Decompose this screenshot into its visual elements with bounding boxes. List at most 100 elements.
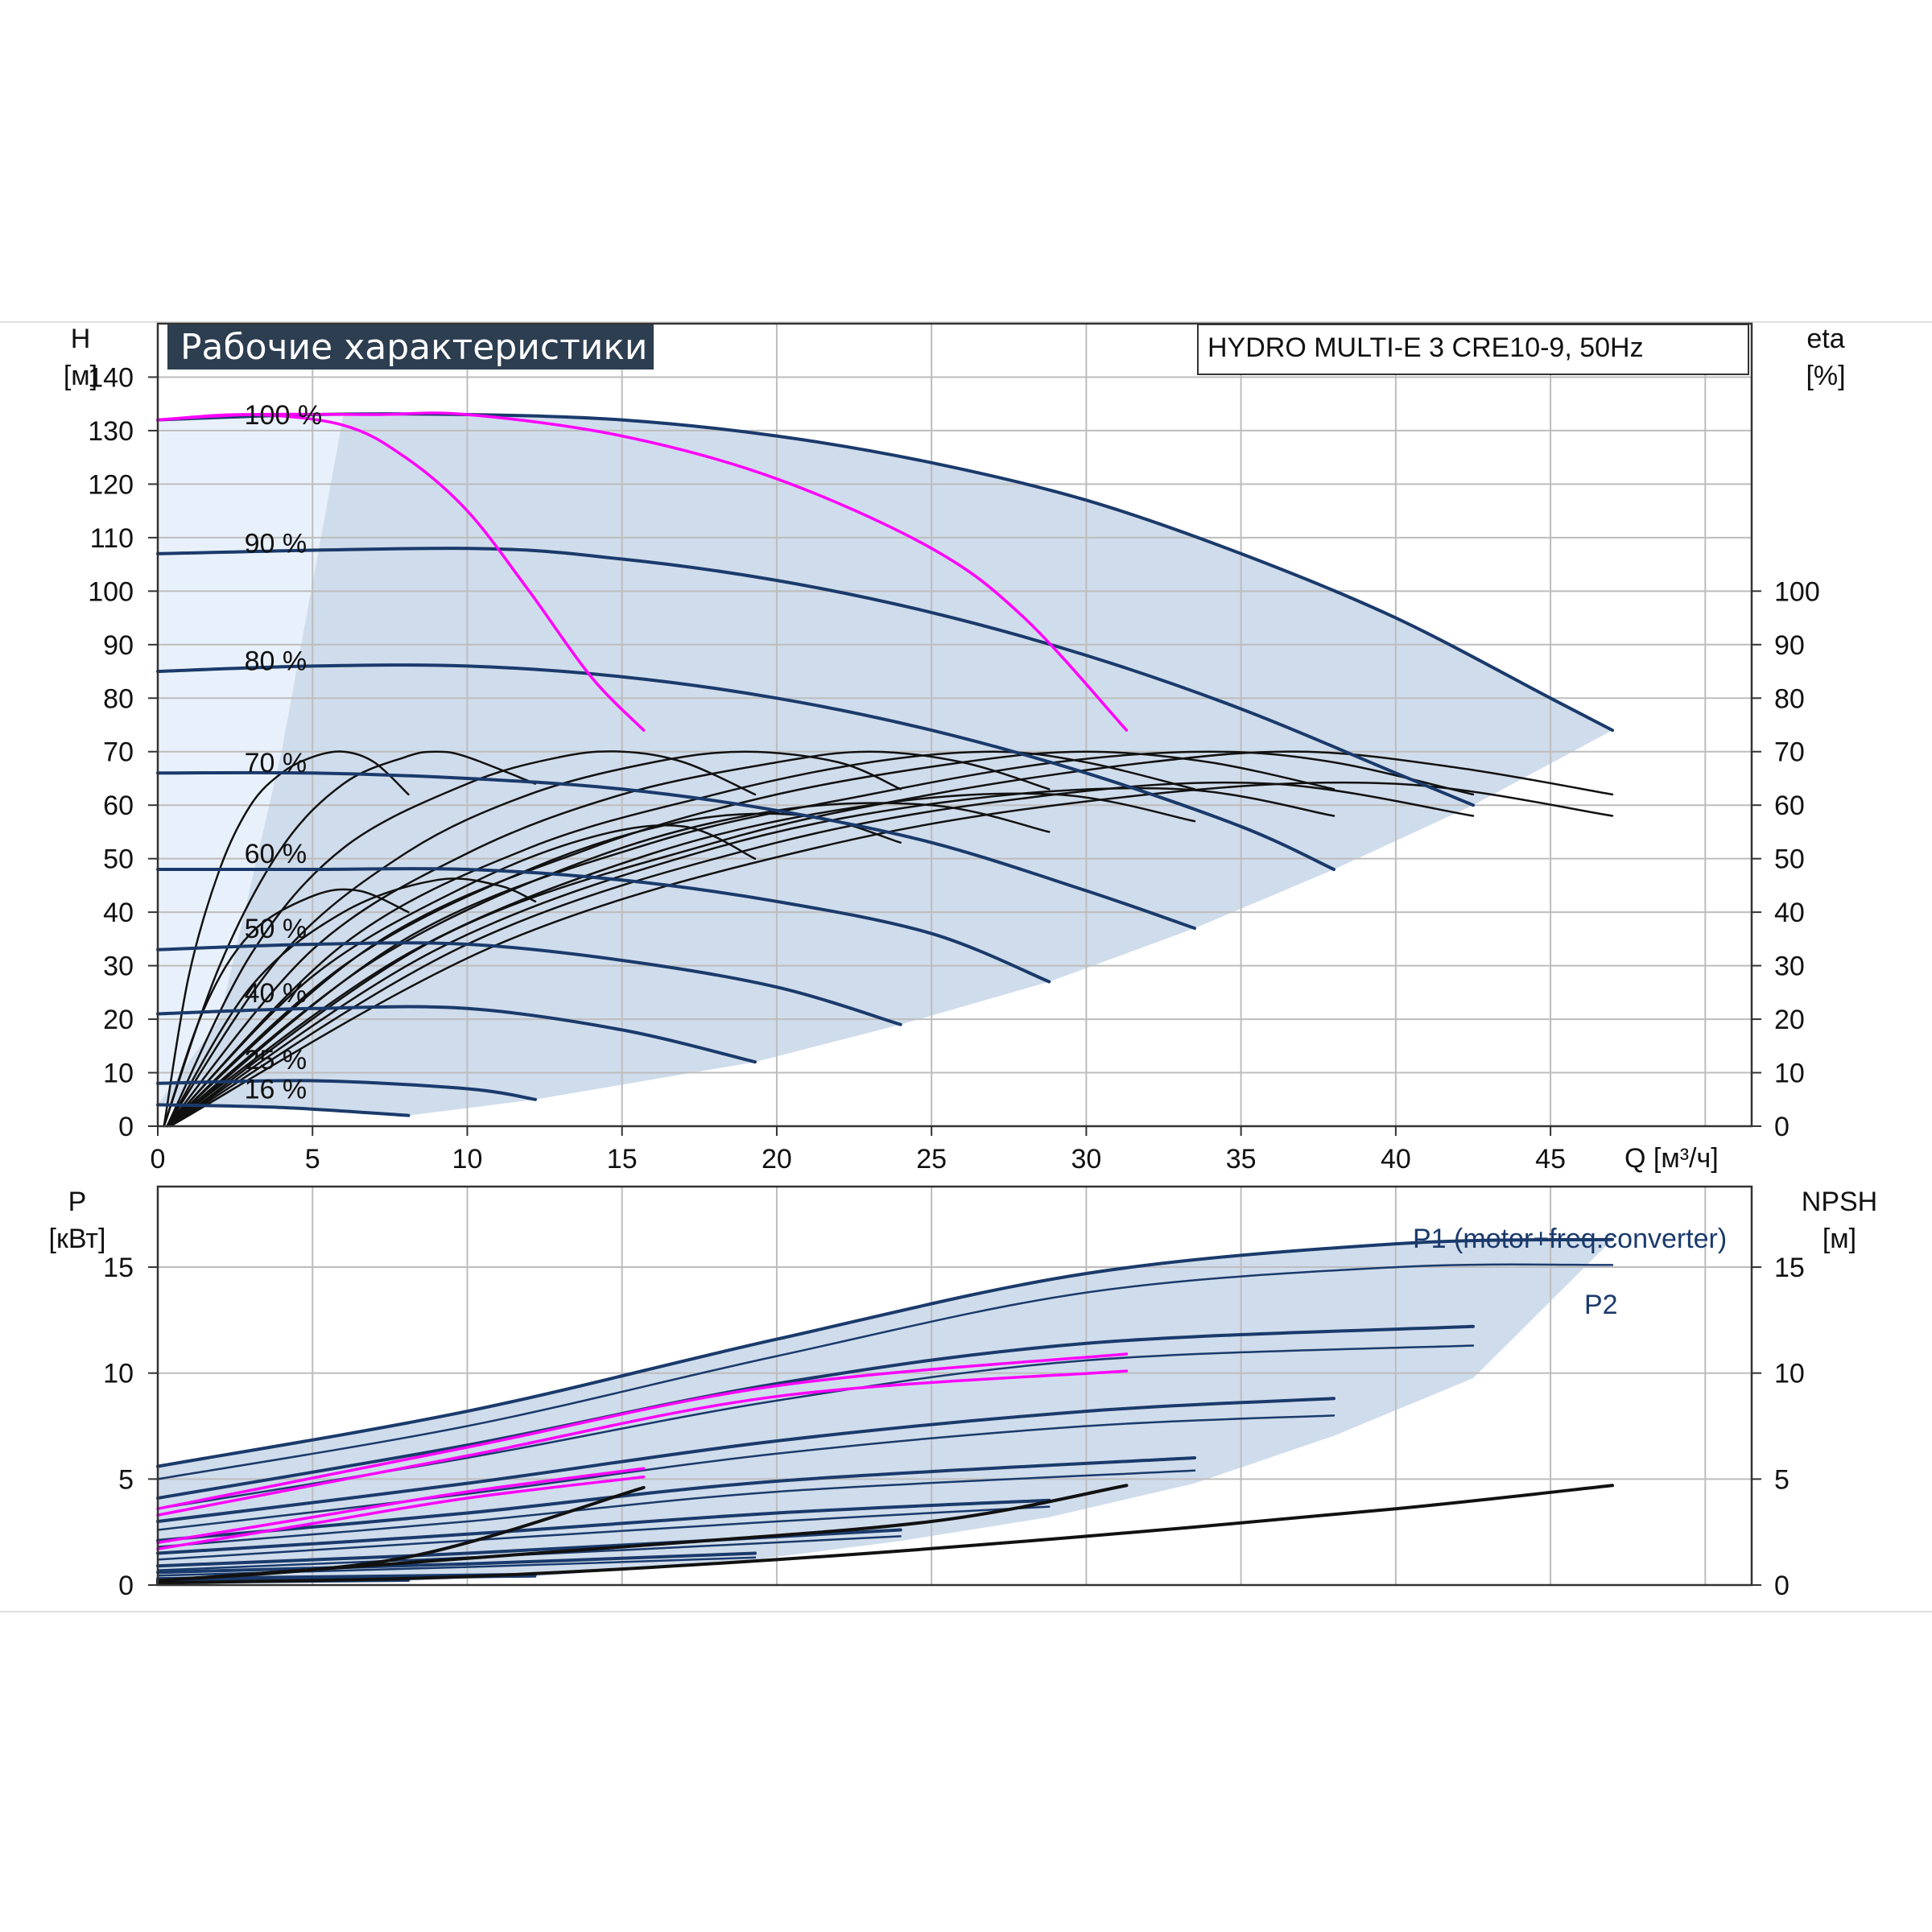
power-y-axis-unit: [кВт] (49, 1224, 106, 1254)
head-y-tick: 30 (103, 952, 134, 982)
p2-curve (156, 1263, 1614, 1480)
eta-tick: 30 (1774, 952, 1805, 982)
title-box (167, 324, 654, 369)
efficiency-curve (169, 750, 1475, 1128)
p1-curve (156, 1551, 757, 1575)
speed-label: 16 % (245, 1074, 308, 1104)
flow-tick: 45 (1535, 1144, 1566, 1174)
head-y-tick: 60 (103, 791, 134, 821)
head-y-tick: 110 (90, 523, 134, 554)
eta-tick: 90 (1774, 630, 1805, 661)
power-y-tick: 10 (103, 1359, 134, 1389)
speed-curve (156, 941, 902, 1026)
head-y-tick: 100 (88, 576, 134, 607)
power-y-tick: 0 (118, 1571, 134, 1601)
power-curves (156, 1237, 1614, 1585)
eta-tick: 60 (1774, 791, 1805, 821)
head-y-tick: 130 (88, 416, 134, 447)
flow-tick: 35 (1226, 1144, 1257, 1174)
npsh-axis-name: NPSH (1802, 1187, 1877, 1217)
head-ticks: 0 10 20 30 40 50 60 70 80 90 100 110 120 130 140 0 10 20 3… (88, 362, 1819, 1174)
power-plot-frame (156, 1185, 1753, 1587)
power-ticks: 0 5 10 15 0 5 10 15 (103, 1253, 1805, 1601)
power-y-tick: 15 (103, 1253, 134, 1283)
speed-curve (156, 866, 1051, 984)
head-plot-frame (156, 322, 1753, 1128)
speed-label: 60 % (245, 839, 308, 869)
power-highlight-curve (156, 1352, 1129, 1510)
head-y-axis-name: H (71, 324, 91, 354)
chart-title: Рабочие характеристики (180, 327, 648, 368)
npsh-curve (156, 1484, 1129, 1583)
eta-tick: 100 (1774, 576, 1820, 607)
head-y-tick: 120 (88, 469, 134, 500)
speed-label: 90 % (245, 529, 308, 559)
p2-series-label: P2 (1584, 1290, 1618, 1320)
head-y-tick: 50 (103, 844, 134, 875)
p1-curve (156, 1324, 1475, 1500)
speed-curve (156, 547, 1475, 807)
npsh-curve (156, 1484, 1614, 1585)
head-y-tick: 40 (103, 898, 134, 928)
npsh-tick: 0 (1774, 1571, 1790, 1601)
efficiency-curve (166, 877, 537, 1128)
p1-curve (156, 1237, 1614, 1468)
power-panel: 0 5 10 15 0 5 10 15 P [кВт] NPSH [м] P1 (motor+… (49, 1185, 1877, 1601)
power-y-axis-name: P (68, 1187, 87, 1217)
eta-tick: 20 (1774, 1005, 1805, 1035)
eta-tick: 50 (1774, 844, 1805, 875)
speed-curve (156, 1103, 411, 1117)
p1-curve (156, 1528, 902, 1568)
efficiency-curve (169, 781, 1614, 1128)
power-operating-area-shape (158, 1239, 1612, 1585)
speed-label: 50 % (245, 914, 308, 944)
speed-curve (156, 1005, 757, 1064)
eta-axis-name: eta (1806, 324, 1844, 354)
efficiency-curve (166, 824, 757, 1128)
power-highlight-curve (156, 1475, 646, 1550)
eta-axis-unit: [%] (1806, 361, 1845, 391)
p2-curve (156, 1556, 757, 1577)
efficiency-curve (166, 802, 1051, 1128)
eta-tick: 40 (1774, 898, 1805, 928)
p2-curve (156, 1505, 1051, 1561)
npsh-tick: 15 (1774, 1253, 1805, 1283)
speed-label: 80 % (245, 646, 308, 677)
power-operating-area (158, 1239, 1612, 1585)
flow-tick: 5 (305, 1144, 320, 1174)
model-label: HYDRO MULTI-E 3 CRE10-9, 50Hz (1208, 332, 1644, 363)
head-y-tick: 90 (103, 630, 134, 661)
power-highlight-curve (156, 1369, 1129, 1517)
eta-tick: 10 (1774, 1059, 1805, 1089)
eta-tick: 0 (1774, 1112, 1790, 1142)
p1-curve (156, 1397, 1335, 1523)
eta-tick: 70 (1774, 737, 1805, 768)
p1-curve (156, 1498, 1051, 1555)
highlight-curve (156, 411, 1129, 732)
flow-axis-label: Q [м³/ч] (1624, 1143, 1719, 1174)
head-y-tick: 70 (103, 737, 134, 768)
p1-curve (156, 1456, 1196, 1542)
efficiency-curve (166, 750, 757, 1128)
p2-curve (156, 1414, 1335, 1531)
flow-tick: 0 (151, 1144, 166, 1174)
flow-tick: 15 (607, 1144, 638, 1174)
head-panel: 100 %90 %80 %70 %60 %50 %40 %25 %16 % 01… (64, 322, 1846, 1174)
head-operating-area (158, 414, 1612, 1116)
p2-curve (156, 1469, 1196, 1548)
head-y-tick: 10 (103, 1059, 134, 1089)
npsh-tick: 5 (1774, 1464, 1790, 1495)
flow-tick: 20 (762, 1144, 792, 1174)
eta-tick: 80 (1774, 683, 1805, 714)
flow-tick: 40 (1381, 1144, 1411, 1174)
efficiency-curve (163, 750, 537, 1128)
speed-curve (156, 663, 1335, 871)
efficiency-curve (163, 888, 410, 1128)
head-y-axis-unit: [м] (64, 361, 97, 391)
npsh-axis-unit: [м] (1823, 1224, 1856, 1254)
efficiency-curve (169, 786, 1335, 1128)
head-y-tick: 140 (88, 362, 134, 393)
efficiency-curve (163, 750, 410, 1128)
npsh-tick: 10 (1774, 1359, 1805, 1389)
